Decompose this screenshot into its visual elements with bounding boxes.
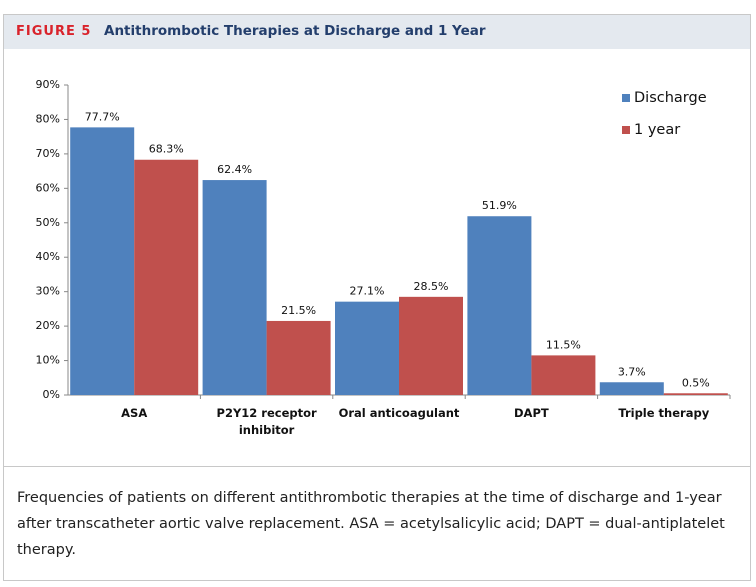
x-tick-label: Triple therapy	[618, 406, 710, 420]
value-label: 27.1%	[350, 285, 385, 298]
value-label: 62.4%	[217, 163, 252, 176]
bar	[70, 127, 135, 395]
bar	[266, 320, 331, 395]
separator	[4, 466, 750, 467]
bar	[531, 355, 596, 395]
value-label: 77.7%	[85, 110, 120, 123]
y-tick-label: 40%	[36, 250, 60, 263]
y-tick-label: 80%	[36, 112, 60, 125]
x-tick-label: ASA	[121, 406, 148, 420]
y-tick-label: 60%	[36, 181, 60, 194]
value-label: 11.5%	[546, 338, 581, 351]
y-tick-label: 20%	[36, 319, 60, 332]
y-tick-label: 10%	[36, 354, 60, 367]
legend-swatch	[622, 94, 630, 102]
value-label: 3.7%	[618, 365, 646, 378]
bar	[467, 216, 532, 395]
y-tick-label: 90%	[36, 78, 60, 91]
legend-label: 1 year	[634, 122, 680, 138]
value-label: 51.9%	[482, 199, 517, 212]
x-tick-label-box: Triple therapy	[618, 406, 710, 420]
x-tick-label-box: Oral anticoagulant	[338, 406, 460, 420]
x-tick-label-box: P2Y12 receptor inhibitor	[216, 406, 317, 437]
y-tick-label: 50%	[36, 216, 60, 229]
figure-title: Antithrombotic Therapies at Discharge an…	[104, 23, 486, 39]
legend-swatch	[622, 126, 630, 134]
x-tick-label: Oral anticoagulant	[338, 406, 460, 420]
bar	[599, 382, 664, 395]
y-tick-label: 30%	[36, 285, 60, 298]
value-label: 28.5%	[414, 280, 449, 293]
bar	[663, 393, 728, 395]
bar	[134, 159, 199, 395]
y-tick-label: 0%	[43, 388, 60, 401]
value-label: 21.5%	[281, 304, 316, 317]
x-tick-label-box: DAPT	[514, 406, 549, 420]
figure-frame: FIGURE 5 Antithrombotic Therapies at Dis…	[3, 14, 751, 581]
y-tick-label: 70%	[36, 147, 60, 160]
value-label: 68.3%	[149, 143, 184, 156]
value-label: 0.5%	[682, 376, 710, 389]
figure-caption: Frequencies of patients on different ant…	[17, 490, 725, 558]
bar	[335, 301, 399, 395]
figure-header: FIGURE 5 Antithrombotic Therapies at Dis…	[4, 15, 750, 49]
x-tick-label-box: ASA	[121, 406, 148, 420]
bar	[399, 296, 463, 395]
bar	[202, 180, 267, 395]
figure-label: FIGURE 5	[16, 24, 92, 39]
legend-label: Discharge	[634, 90, 707, 106]
x-tick-label: P2Y12 receptor inhibitor	[216, 406, 317, 437]
x-tick-label: DAPT	[514, 406, 549, 420]
